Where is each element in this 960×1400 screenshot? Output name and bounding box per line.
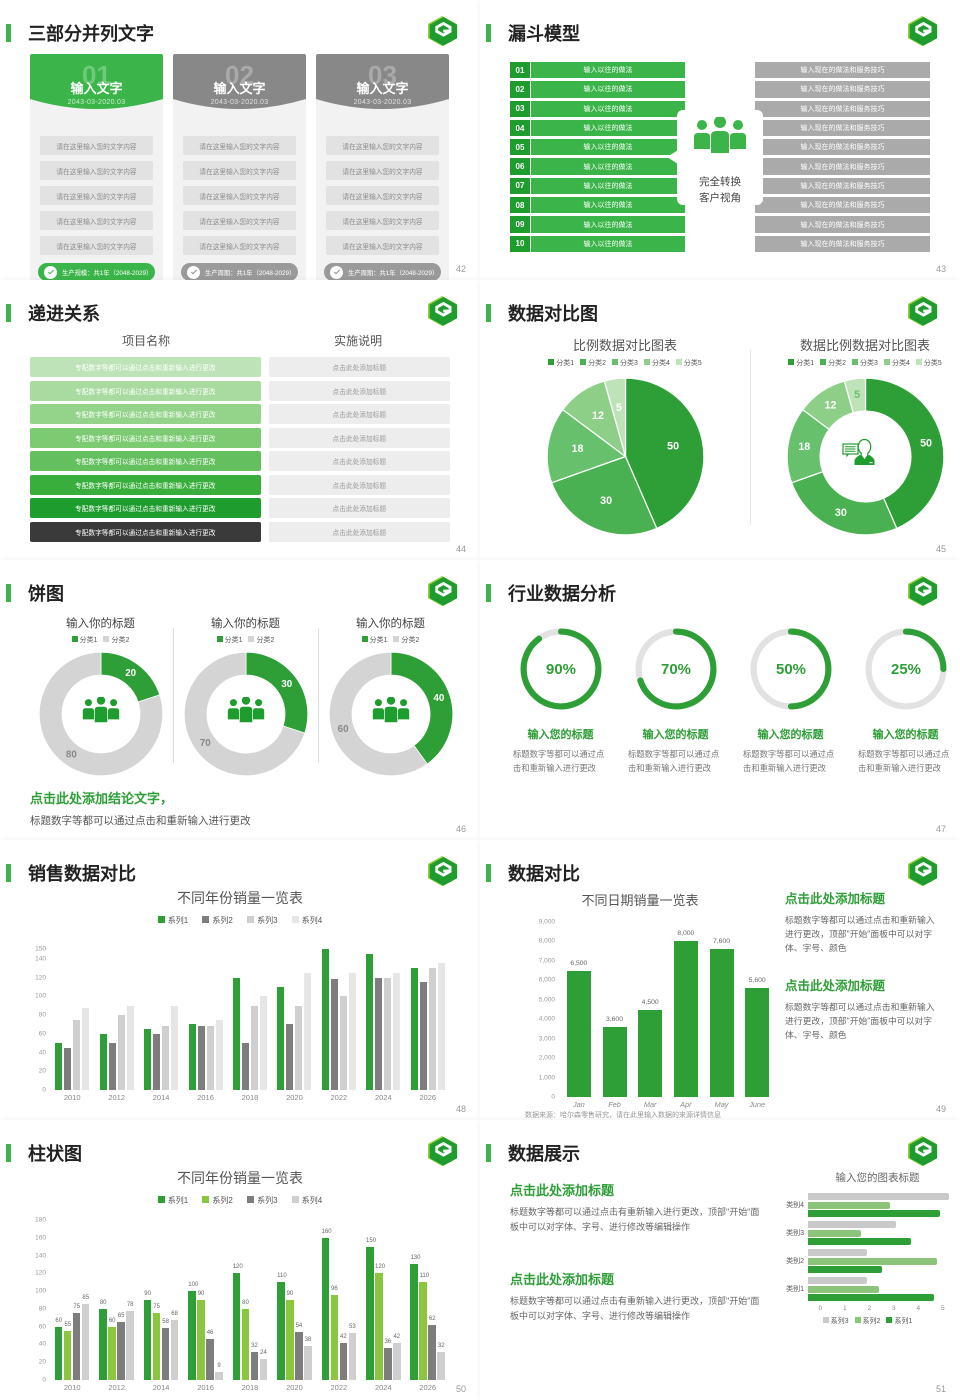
svg-text:50: 50 <box>667 440 679 452</box>
svg-text:12: 12 <box>824 399 836 411</box>
svg-text:20: 20 <box>125 668 136 679</box>
svg-text:70: 70 <box>199 738 210 749</box>
svg-text:80: 80 <box>65 749 76 760</box>
svg-text:30: 30 <box>281 679 292 690</box>
svg-text:40: 40 <box>433 693 444 704</box>
svg-text:5: 5 <box>615 402 621 414</box>
svg-text:90%: 90% <box>546 661 576 678</box>
svg-text:50%: 50% <box>776 661 806 678</box>
svg-text:50: 50 <box>920 438 932 450</box>
svg-text:18: 18 <box>571 443 583 455</box>
svg-text:70%: 70% <box>661 661 691 678</box>
svg-text:12: 12 <box>592 410 604 422</box>
svg-text:30: 30 <box>600 495 612 507</box>
svg-text:18: 18 <box>798 441 810 453</box>
svg-text:25%: 25% <box>891 661 921 678</box>
svg-text:5: 5 <box>854 389 860 401</box>
svg-text:60: 60 <box>337 724 348 735</box>
svg-text:30: 30 <box>834 507 846 519</box>
